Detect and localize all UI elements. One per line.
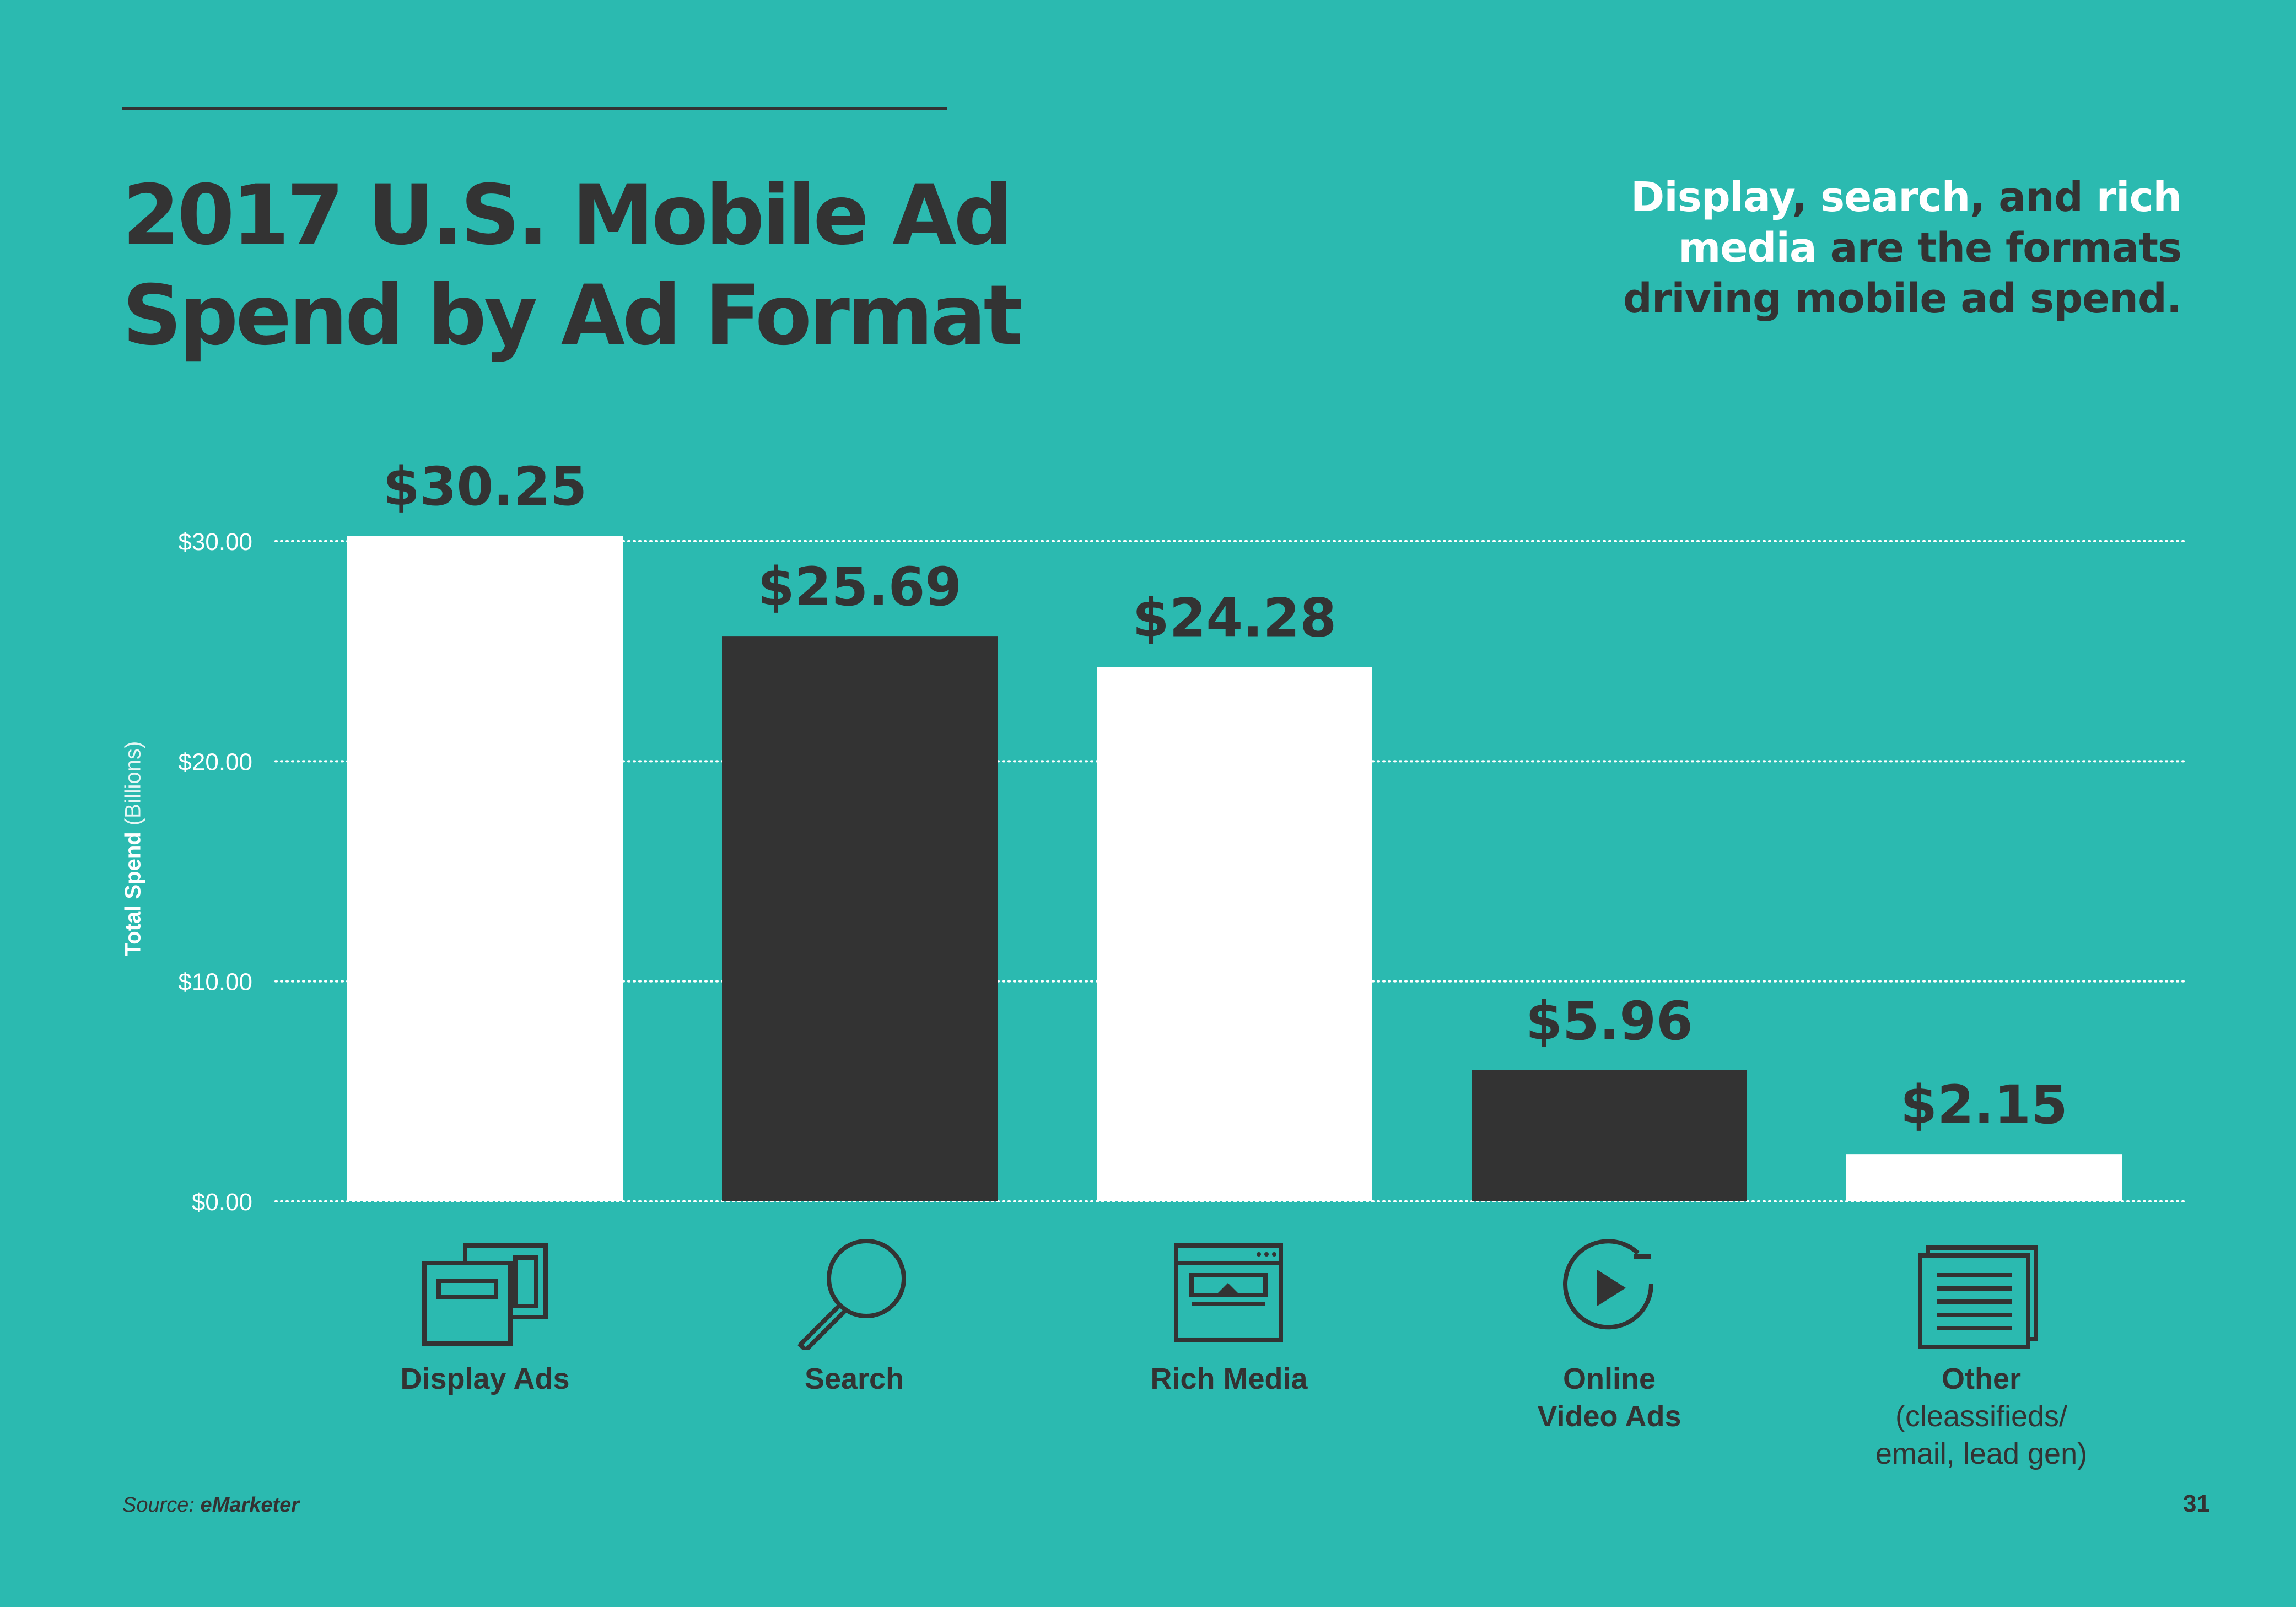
category-online-video-line2: Video Ads [1537,1400,1681,1433]
search-icon [797,1239,906,1350]
title-line-2: Spend by Ad Format [122,268,1023,364]
y-tick-label: $0.00 [192,1189,252,1216]
callout-rich: rich [2096,174,2182,221]
category-label-search: Search [678,1360,1031,1398]
callout-text: Display, search, and rich media are the … [1520,172,2182,324]
category-other-line2: (cleassifieds/ [1895,1400,2068,1433]
top-rule [122,107,947,110]
bar-1 [347,536,623,1202]
category-display-ads-text: Display Ads [400,1362,570,1395]
bar-value-label-5: $2.15 [1900,1074,2068,1136]
bar-value-label-1: $30.25 [383,456,587,517]
category-label-online-video-ads: Online Video Ads [1433,1360,1786,1435]
source-name: eMarketer [200,1493,300,1517]
bar-value-label-4: $5.96 [1526,990,1693,1052]
callout-formats: are the formats [1830,224,2182,272]
callout-display: Display [1630,174,1792,221]
source-note: Source: eMarketer [122,1493,299,1517]
callout-and: , and [1970,174,2083,221]
y-tick-label: $30.00 [178,529,252,556]
bar-3 [1097,667,1372,1201]
category-other-line3: email, lead gen) [1875,1437,2088,1470]
bar-value-label-2: $25.69 [758,556,962,618]
callout-media: media [1678,224,1817,272]
bar-4 [1472,1070,1747,1201]
rich-media-icon [1174,1243,1283,1342]
y-tick-label: $20.00 [178,748,252,775]
category-label-rich-media: Rich Media [1053,1360,1405,1398]
category-search-text: Search [804,1362,904,1395]
page-title: 2017 U.S. Mobile Ad Spend by Ad Format [122,165,1114,366]
category-label-display-ads: Display Ads [309,1360,661,1398]
y-tick-label: $10.00 [178,969,252,996]
category-online-video-line1: Online [1562,1362,1656,1395]
other-document-icon [1918,1245,2038,1349]
bar-value-label-3: $24.28 [1133,587,1336,649]
bar-5 [1846,1154,2122,1201]
callout-search: search [1820,174,1970,221]
category-label-other: Other (cleassifieds/ email, lead gen) [1805,1360,2158,1473]
page-number: 31 [2183,1490,2210,1517]
display-ads-icon [422,1243,548,1346]
category-other-line1: Other [1941,1362,2022,1395]
title-line-1: 2017 U.S. Mobile Ad [122,168,1013,263]
callout-driving: driving mobile ad spend. [1623,275,2182,322]
category-rich-media-text: Rich Media [1150,1362,1308,1395]
source-label: Source: [122,1493,195,1517]
callout-comma: , [1792,174,1807,221]
bar-2 [722,636,998,1201]
video-play-icon [1563,1239,1654,1330]
